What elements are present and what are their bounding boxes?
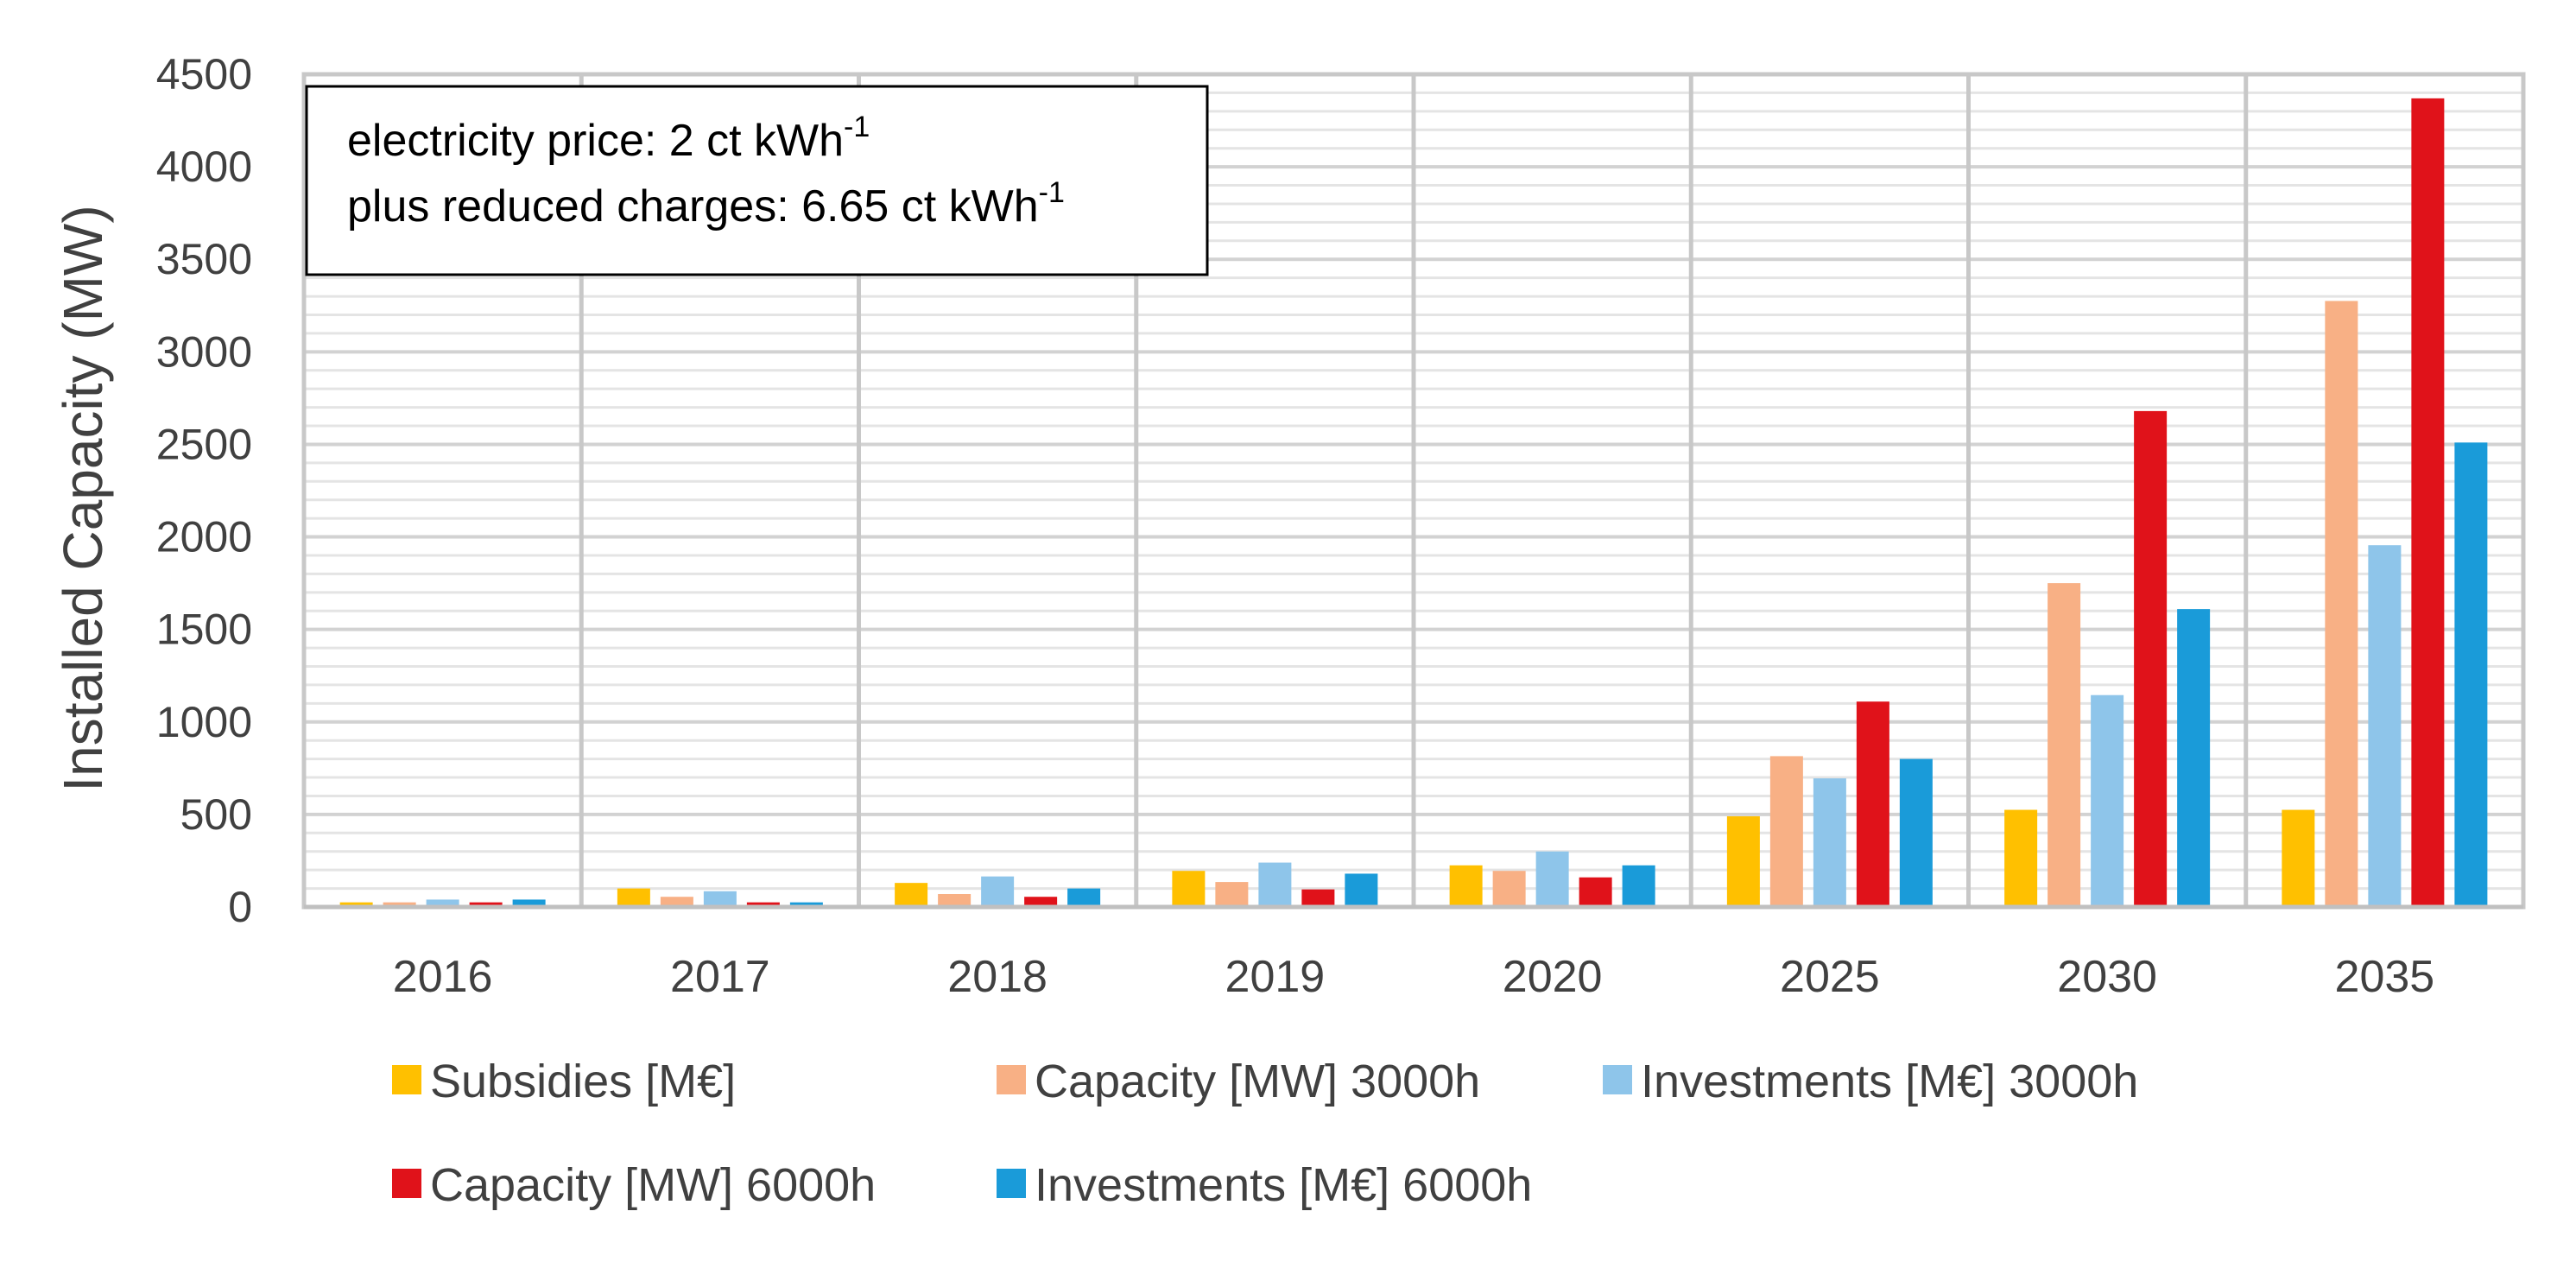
bar: Capacity [MW] 6000h 2019: 95 [1301, 889, 1335, 907]
bar: Capacity [MW] 3000h 2018: 70 [938, 894, 972, 907]
bar: Investments [M€] 3000h 2020: 300 [1535, 851, 1569, 907]
bar: Capacity [MW] 6000h 2030: 2680 [2134, 410, 2168, 908]
bar: Subsidies [M€] 2019: 195 [1172, 871, 1206, 907]
annotation-line-2: plus reduced charges: 6.65 ct kWh-1 [347, 176, 1065, 231]
legend-label: Subsidies [M€] [430, 1056, 736, 1107]
legend-item: Investments [M€] 3000h [1603, 1056, 2138, 1107]
y-tick-label: 4000 [156, 143, 252, 191]
bars: Subsidies [M€] 2016: 25 Capacity [MW] 300… [339, 98, 2488, 908]
bar: Subsidies [M€] 2025: 490 [1726, 816, 1760, 907]
bar: Investments [M€] 6000h 2016: 40 [512, 899, 546, 907]
y-tick-label: 0 [228, 883, 252, 931]
bar: Investments [M€] 3000h 2035: 1955 [2368, 545, 2402, 907]
y-axis-title: Installed Capacity (MW) [52, 205, 114, 791]
bar: Investments [M€] 3000h 2025: 695 [1813, 778, 1846, 907]
bar: Investments [M€] 6000h 2025: 800 [1899, 758, 1933, 907]
x-tick-labels: 2016 2017 2018 2019 2020 2025 2030 2035 [393, 952, 2434, 1002]
x-tick-label: 2017 [670, 952, 770, 1002]
legend-label: Investments [M€] 6000h [1035, 1159, 1532, 1211]
y-tick-labels: 0 500 1000 1500 2000 2500 3000 3500 4000 4500 [156, 50, 252, 931]
bar: Subsidies [M€] 2018: 130 [895, 883, 928, 907]
y-tick-label: 2500 [156, 420, 252, 468]
legend-label: Investments [M€] 3000h [1641, 1056, 2138, 1107]
bar: Investments [M€] 6000h 2030: 1610 [2177, 609, 2211, 907]
legend-swatch [997, 1065, 1026, 1094]
bar: Investments [M€] 3000h 2019: 240 [1258, 862, 1292, 907]
y-tick-label: 1500 [156, 606, 252, 654]
bar: Investments [M€] 3000h 2017: 85 [703, 891, 737, 907]
bar: Capacity [MW] 6000h 2025: 1110 [1856, 701, 1889, 907]
bar: Investments [M€] 6000h 2018: 100 [1067, 888, 1101, 907]
bar: Investments [M€] 3000h 2016: 40 [426, 899, 459, 907]
bar: Investments [M€] 6000h 2020: 225 [1622, 865, 1655, 907]
x-tick-label: 2019 [1225, 952, 1326, 1002]
legend-item: Investments [M€] 6000h [997, 1159, 1532, 1211]
y-tick-label: 1000 [156, 698, 252, 746]
bar: Capacity [MW] 3000h 2020: 195 [1492, 871, 1526, 907]
y-tick-label: 3500 [156, 235, 252, 283]
x-tick-label: 2016 [393, 952, 493, 1002]
annotation-line-1: electricity price: 2 ct kWh-1 [347, 111, 870, 166]
bar: Capacity [MW] 3000h 2025: 815 [1769, 756, 1803, 907]
x-tick-label: 2018 [947, 952, 1047, 1002]
bar: Investments [M€] 6000h 2035: 2510 [2454, 442, 2488, 907]
bar: Capacity [MW] 6000h 2018: 55 [1024, 897, 1058, 907]
bar: Capacity [MW] 3000h 2035: 3275 [2325, 301, 2358, 907]
bar: Investments [M€] 6000h 2019: 180 [1345, 873, 1378, 907]
bar: Investments [M€] 3000h 2030: 1145 [2091, 694, 2124, 907]
bar: Capacity [MW] 3000h 2017: 55 [660, 897, 693, 907]
x-tick-label: 2035 [2335, 952, 2435, 1002]
bar: Subsidies [M€] 2016: 25 [339, 902, 373, 907]
legend-item: Capacity [MW] 6000h [392, 1159, 876, 1211]
x-tick-label: 2020 [1503, 952, 1603, 1002]
bar: Subsidies [M€] 2035: 525 [2282, 809, 2315, 907]
legend-item: Subsidies [M€] [392, 1056, 736, 1107]
annotation-box: electricity price: 2 ct kWh-1 plus reduc… [305, 85, 1209, 276]
x-tick-label: 2030 [2057, 952, 2157, 1002]
bar: Capacity [MW] 6000h 2016: 25 [469, 902, 503, 907]
plot-frame [301, 72, 2526, 910]
legend-label: Capacity [MW] 3000h [1035, 1056, 1480, 1107]
legend-swatch [1603, 1065, 1632, 1094]
y-tick-label: 4500 [156, 50, 252, 98]
bar: Capacity [MW] 3000h 2016: 25 [383, 902, 416, 907]
y-tick-label: 500 [180, 790, 252, 839]
annotation-frame [305, 85, 1209, 276]
bar: Subsidies [M€] 2017: 100 [617, 888, 650, 907]
legend-swatch [392, 1169, 421, 1198]
bar: Investments [M€] 3000h 2018: 165 [981, 876, 1015, 907]
legend-swatch [997, 1169, 1026, 1198]
legend-swatch [392, 1065, 421, 1094]
bar: Capacity [MW] 6000h 2035: 4370 [2411, 98, 2445, 908]
bar: Subsidies [M€] 2020: 225 [1449, 865, 1483, 907]
legend-item: Capacity [MW] 3000h [997, 1056, 1480, 1107]
legend: Subsidies [M€] Capacity [MW] 3000h Investm… [392, 1056, 2138, 1211]
bar: Capacity [MW] 3000h 2030: 1750 [2048, 583, 2081, 907]
bar: Capacity [MW] 6000h 2017: 25 [746, 902, 780, 907]
bar: Investments [M€] 6000h 2017: 25 [789, 902, 823, 907]
y-tick-label: 2000 [156, 513, 252, 561]
bar: Capacity [MW] 3000h 2019: 135 [1215, 882, 1249, 907]
legend-label: Capacity [MW] 6000h [430, 1159, 876, 1211]
bar: Capacity [MW] 6000h 2020: 160 [1579, 877, 1612, 907]
y-tick-label: 3000 [156, 327, 252, 376]
bar: Subsidies [M€] 2030: 525 [2004, 809, 2038, 907]
x-tick-label: 2025 [1780, 952, 1880, 1002]
